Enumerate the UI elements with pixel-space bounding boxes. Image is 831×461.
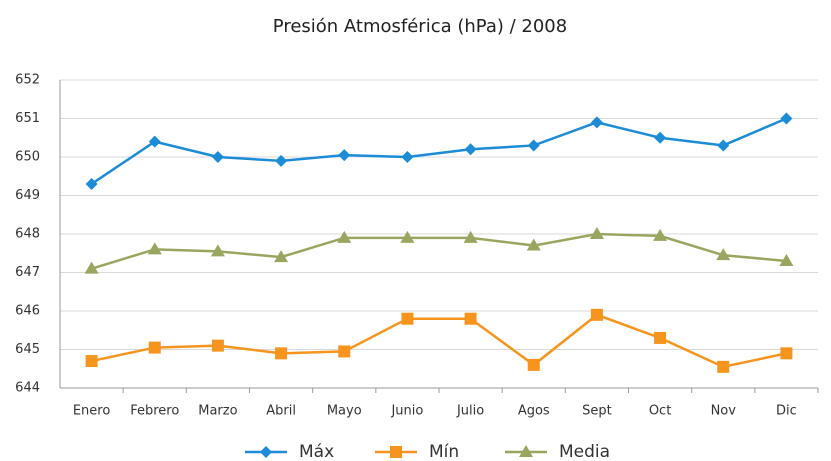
- data-point: [275, 347, 288, 360]
- data-point: [274, 250, 289, 263]
- y-tick-label: 648: [15, 227, 40, 242]
- data-point: [84, 261, 99, 274]
- x-tick-label: Dic: [776, 404, 797, 419]
- data-point: [337, 230, 352, 243]
- chart-title: Presión Atmosférica (hPa) / 2008: [273, 16, 567, 37]
- x-tick-label: Enero: [73, 404, 111, 419]
- data-point: [400, 230, 415, 243]
- y-tick-label: 651: [15, 111, 40, 126]
- data-point: [717, 139, 730, 152]
- x-tick-label: Agos: [518, 404, 550, 419]
- x-tick-label: Nov: [711, 404, 737, 419]
- data-point: [148, 341, 161, 354]
- data-point: [464, 143, 477, 156]
- y-tick-label: 646: [15, 304, 40, 319]
- data-point: [338, 345, 351, 358]
- series-line: [90, 117, 787, 185]
- x-tick-label: Abril: [266, 404, 296, 419]
- data-point: [654, 331, 667, 344]
- series-line: [91, 313, 787, 369]
- legend-marker: [519, 445, 533, 457]
- y-tick-label: 650: [15, 150, 40, 165]
- legend-marker: [390, 446, 402, 458]
- data-point: [85, 177, 98, 190]
- x-tick-label: Marzo: [198, 404, 237, 419]
- x-tick-label: Febrero: [130, 404, 179, 419]
- data-point: [590, 116, 603, 129]
- series-line: [91, 232, 787, 270]
- data-point: [211, 151, 224, 163]
- data-point: [338, 149, 351, 162]
- data-point: [148, 135, 161, 148]
- y-tick-label: 644: [15, 381, 40, 396]
- legend-label: Mín: [429, 442, 459, 461]
- data-point: [527, 358, 540, 371]
- legend-label: Máx: [299, 442, 334, 461]
- data-point: [526, 238, 541, 251]
- x-tick-label: Junio: [390, 404, 423, 419]
- data-point: [653, 228, 668, 241]
- data-point: [401, 151, 414, 163]
- data-point: [780, 347, 793, 360]
- data-point: [85, 355, 98, 368]
- data-point: [590, 308, 603, 321]
- y-tick-label: 652: [15, 73, 40, 88]
- x-tick-label: Oct: [649, 404, 671, 419]
- data-point: [275, 154, 288, 167]
- legend-label: Media: [559, 442, 610, 461]
- data-point: [716, 248, 731, 261]
- data-point: [717, 360, 730, 373]
- data-point: [147, 242, 162, 255]
- y-tick-label: 645: [15, 342, 40, 357]
- data-point: [463, 230, 478, 243]
- x-tick-label: Julio: [456, 404, 484, 419]
- data-point: [780, 112, 793, 125]
- x-tick-label: Sept: [582, 404, 612, 419]
- data-point: [779, 253, 794, 266]
- legend-marker: [260, 446, 272, 458]
- data-point: [527, 139, 540, 152]
- data-point: [589, 227, 604, 239]
- data-point: [210, 244, 225, 257]
- data-point: [211, 339, 224, 352]
- data-point: [464, 312, 477, 325]
- y-tick-label: 649: [15, 188, 40, 203]
- data-point: [401, 312, 414, 325]
- y-tick-label: 647: [15, 265, 40, 280]
- x-tick-label: Mayo: [327, 404, 362, 419]
- data-point: [654, 131, 667, 144]
